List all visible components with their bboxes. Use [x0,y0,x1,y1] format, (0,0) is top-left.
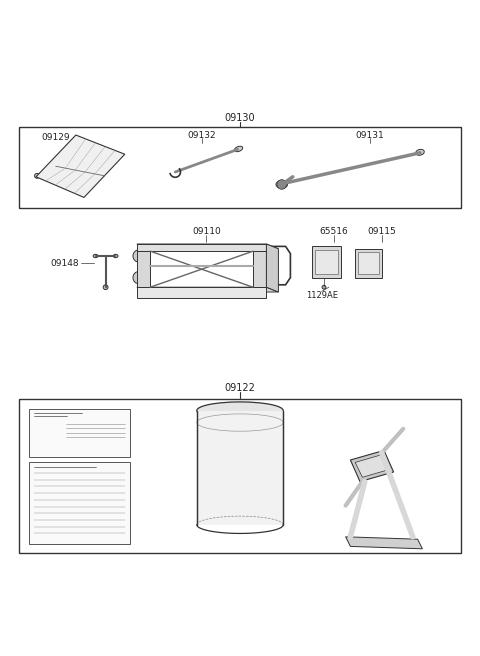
Polygon shape [266,244,278,292]
Text: 09122: 09122 [225,384,255,394]
Polygon shape [137,287,266,298]
Text: 65516: 65516 [319,228,348,237]
Ellipse shape [234,146,243,152]
Bar [19,399,461,552]
Text: 09129: 09129 [41,133,70,142]
Polygon shape [137,244,266,251]
Text: 1129AE: 1129AE [306,291,337,300]
Bar [29,409,130,457]
Polygon shape [253,251,266,287]
Polygon shape [346,537,422,549]
Polygon shape [137,287,278,292]
Circle shape [133,250,145,262]
Ellipse shape [197,402,283,419]
Circle shape [360,256,368,264]
FancyBboxPatch shape [83,516,105,533]
Polygon shape [137,251,150,287]
Text: 09110: 09110 [192,228,221,237]
Text: 09132: 09132 [187,131,216,140]
FancyBboxPatch shape [31,420,63,441]
Polygon shape [355,455,389,478]
Text: 09115: 09115 [367,228,396,237]
Circle shape [254,250,267,262]
Polygon shape [137,244,278,249]
Circle shape [319,266,324,272]
Bar [29,462,130,544]
Circle shape [133,272,145,284]
Bar [19,127,461,208]
Text: 09130: 09130 [225,113,255,123]
Ellipse shape [93,255,98,258]
Circle shape [317,254,326,262]
Circle shape [103,285,108,289]
Ellipse shape [276,180,288,188]
Ellipse shape [416,150,424,155]
Text: 09131: 09131 [355,131,384,140]
Circle shape [35,173,39,178]
Polygon shape [355,249,382,277]
Polygon shape [350,451,394,482]
Circle shape [277,180,287,190]
Ellipse shape [113,255,118,258]
Polygon shape [312,247,341,277]
Polygon shape [36,135,125,197]
Circle shape [254,272,267,284]
Polygon shape [197,411,283,525]
Bar [315,250,338,274]
Text: 09148: 09148 [50,258,79,268]
Circle shape [322,285,326,289]
Bar [358,252,379,274]
